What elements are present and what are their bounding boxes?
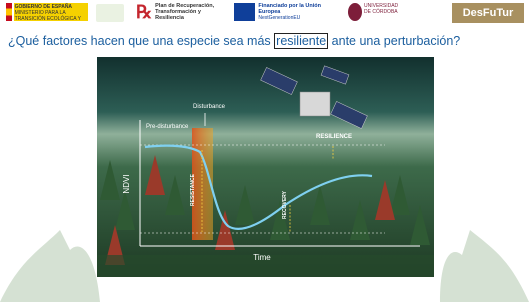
x-axis-label: Time [253, 253, 271, 262]
forest-background [97, 57, 434, 277]
recovery-label: RECOVERY [282, 190, 288, 219]
pre-disturbance-label: Pre-disturbance [146, 124, 189, 130]
resilience-label: RESILIENCE [316, 134, 352, 140]
slide: GOBIERNO DE ESPAÑA MINISTERIO PARA LA TR… [0, 0, 529, 302]
illustration: Disturbance Pre-disturbance RESILIENCE N… [0, 0, 529, 302]
resistance-label: RESISTANCE [190, 173, 196, 206]
plant-decoration [0, 230, 100, 302]
y-axis-label: NDVI [122, 174, 131, 193]
disturbance-label: Disturbance [193, 104, 226, 110]
plant-decoration [440, 230, 529, 302]
